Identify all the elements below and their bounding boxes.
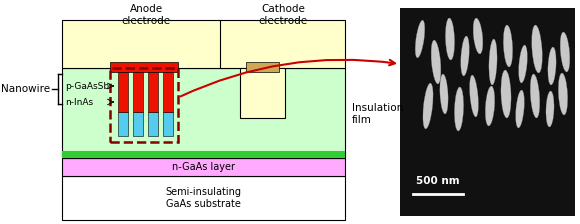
Text: 500 nm: 500 nm <box>416 176 460 186</box>
Ellipse shape <box>473 18 483 54</box>
Text: n-InAs: n-InAs <box>65 97 93 106</box>
Ellipse shape <box>548 47 556 85</box>
Bar <box>400 8 575 216</box>
Bar <box>163 72 173 112</box>
Ellipse shape <box>455 87 463 131</box>
Ellipse shape <box>423 83 433 129</box>
Ellipse shape <box>461 36 469 76</box>
Bar <box>246 62 279 72</box>
Bar <box>110 62 178 72</box>
Ellipse shape <box>470 75 478 117</box>
Text: Nanowire: Nanowire <box>1 84 50 94</box>
Bar <box>62 68 345 158</box>
Ellipse shape <box>503 25 513 67</box>
Text: Insulation
film: Insulation film <box>352 103 403 125</box>
Ellipse shape <box>532 25 542 73</box>
Bar <box>133 112 143 136</box>
Ellipse shape <box>501 70 511 118</box>
Bar <box>220 20 345 68</box>
Ellipse shape <box>530 74 540 118</box>
Bar <box>118 112 128 136</box>
Ellipse shape <box>546 91 554 127</box>
Ellipse shape <box>485 86 495 126</box>
Ellipse shape <box>560 32 570 72</box>
Bar <box>148 112 158 136</box>
Bar <box>62 20 222 68</box>
Ellipse shape <box>415 20 425 58</box>
Ellipse shape <box>440 74 448 114</box>
Text: Cathode
electrode: Cathode electrode <box>259 4 307 26</box>
Bar <box>148 72 158 112</box>
Ellipse shape <box>519 45 527 83</box>
Text: Semi-insulating
GaAs substrate: Semi-insulating GaAs substrate <box>165 187 241 209</box>
Bar <box>62 158 345 176</box>
Ellipse shape <box>445 18 455 60</box>
Text: n-GaAs layer: n-GaAs layer <box>172 162 235 172</box>
Bar <box>62 176 345 220</box>
Bar <box>240 68 285 118</box>
Bar <box>110 68 178 142</box>
Bar <box>133 72 143 112</box>
Text: Anode
electrode: Anode electrode <box>121 4 171 26</box>
Bar <box>62 151 345 158</box>
Text: p-GaAsSb: p-GaAsSb <box>65 82 109 90</box>
Bar <box>163 112 173 136</box>
Ellipse shape <box>489 39 497 85</box>
Ellipse shape <box>559 73 568 115</box>
Bar <box>118 72 128 112</box>
Ellipse shape <box>431 40 441 84</box>
Ellipse shape <box>516 90 524 128</box>
